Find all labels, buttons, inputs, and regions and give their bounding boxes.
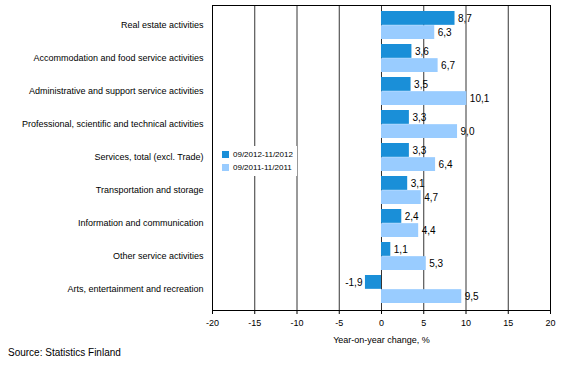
svg-text:-1,9: -1,9 — [345, 277, 363, 288]
html-text:09/2012-11/2012: 09/2012-11/2012 — [233, 150, 293, 159]
svg-text:4,7: 4,7 — [424, 192, 438, 203]
svg-text:9,5: 9,5 — [465, 291, 479, 302]
svg-text:3,5: 3,5 — [414, 79, 428, 90]
svg-text:3,6: 3,6 — [415, 46, 429, 57]
svg-text:Transportation and storage: Transportation and storage — [96, 185, 204, 195]
svg-text:3,1: 3,1 — [411, 178, 425, 189]
svg-text:3,3: 3,3 — [412, 112, 426, 123]
svg-text:-10: -10 — [290, 318, 303, 328]
html-text:09/2011-11/2011: 09/2011-11/2011 — [233, 163, 292, 172]
svg-text:Year-on-year change, %: Year-on-year change, % — [333, 335, 430, 345]
svg-text:8,7: 8,7 — [458, 13, 472, 24]
svg-text:Accommodation and food service: Accommodation and food service activitie… — [33, 53, 204, 63]
svg-text:Professional, scientific and t: Professional, scientific and technical a… — [22, 119, 204, 129]
svg-text:20: 20 — [545, 318, 555, 328]
svg-text:Administrative and support ser: Administrative and support service activ… — [29, 86, 204, 96]
svg-text:2,4: 2,4 — [405, 211, 419, 222]
svg-text:15: 15 — [503, 318, 513, 328]
svg-text:10: 10 — [461, 318, 471, 328]
svg-text:5,3: 5,3 — [429, 258, 443, 269]
svg-text:6,4: 6,4 — [439, 159, 453, 170]
svg-text:5: 5 — [421, 318, 426, 328]
svg-text:9,0: 9,0 — [461, 126, 475, 137]
svg-text:6,7: 6,7 — [441, 60, 455, 71]
html-text:Source: Statistics Finland: Source: Statistics Finland — [8, 347, 121, 358]
svg-text:0: 0 — [379, 318, 384, 328]
svg-text:4,4: 4,4 — [422, 225, 436, 236]
svg-text:Information and communication: Information and communication — [78, 218, 204, 228]
svg-text:-20: -20 — [206, 318, 219, 328]
svg-text:-15: -15 — [248, 318, 261, 328]
svg-text:6,3: 6,3 — [438, 27, 452, 38]
svg-text:Other service activities: Other service activities — [113, 251, 204, 261]
svg-text:Arts, entertainment and recrea: Arts, entertainment and recreation — [67, 284, 203, 294]
svg-text:-5: -5 — [335, 318, 343, 328]
svg-text:Real estate activities: Real estate activities — [121, 20, 204, 30]
svg-text:Services, total (excl. Trade): Services, total (excl. Trade) — [94, 152, 203, 162]
svg-text:10,1: 10,1 — [470, 93, 490, 104]
svg-text:3,3: 3,3 — [412, 145, 426, 156]
svg-text:1,1: 1,1 — [394, 244, 408, 255]
